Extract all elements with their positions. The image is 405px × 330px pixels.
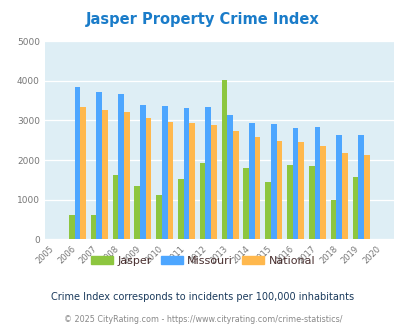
Legend: Jasper, Missouri, National: Jasper, Missouri, National xyxy=(86,251,319,270)
Bar xyxy=(264,182,270,239)
Bar xyxy=(102,110,107,239)
Bar xyxy=(292,128,298,239)
Bar xyxy=(80,107,86,239)
Bar xyxy=(341,153,347,239)
Bar xyxy=(145,118,151,239)
Text: © 2025 CityRating.com - https://www.cityrating.com/crime-statistics/: © 2025 CityRating.com - https://www.city… xyxy=(64,315,341,324)
Bar xyxy=(286,165,292,239)
Bar xyxy=(75,87,80,239)
Bar xyxy=(243,168,249,239)
Bar xyxy=(189,123,194,239)
Bar xyxy=(227,115,232,239)
Bar xyxy=(232,131,238,239)
Bar xyxy=(276,141,281,239)
Bar xyxy=(96,91,102,239)
Bar xyxy=(254,137,260,239)
Bar xyxy=(336,135,341,239)
Bar xyxy=(221,80,227,239)
Bar xyxy=(363,154,369,239)
Bar xyxy=(177,179,183,239)
Bar xyxy=(357,135,363,239)
Bar xyxy=(308,166,314,239)
Bar xyxy=(330,200,336,239)
Bar xyxy=(270,124,276,239)
Bar xyxy=(112,175,118,239)
Text: Jasper Property Crime Index: Jasper Property Crime Index xyxy=(86,12,319,26)
Bar xyxy=(183,108,189,239)
Bar xyxy=(205,107,211,239)
Bar xyxy=(352,178,357,239)
Bar xyxy=(167,122,173,239)
Bar xyxy=(314,127,320,239)
Bar xyxy=(140,105,145,239)
Bar xyxy=(211,125,216,239)
Bar xyxy=(90,215,96,239)
Bar xyxy=(162,106,167,239)
Bar xyxy=(199,163,205,239)
Bar xyxy=(118,94,124,239)
Bar xyxy=(124,112,129,239)
Bar xyxy=(134,186,140,239)
Bar xyxy=(156,195,162,239)
Text: Crime Index corresponds to incidents per 100,000 inhabitants: Crime Index corresponds to incidents per… xyxy=(51,292,354,302)
Bar xyxy=(298,142,303,239)
Bar xyxy=(249,123,254,239)
Bar xyxy=(320,146,325,239)
Bar xyxy=(69,215,75,239)
